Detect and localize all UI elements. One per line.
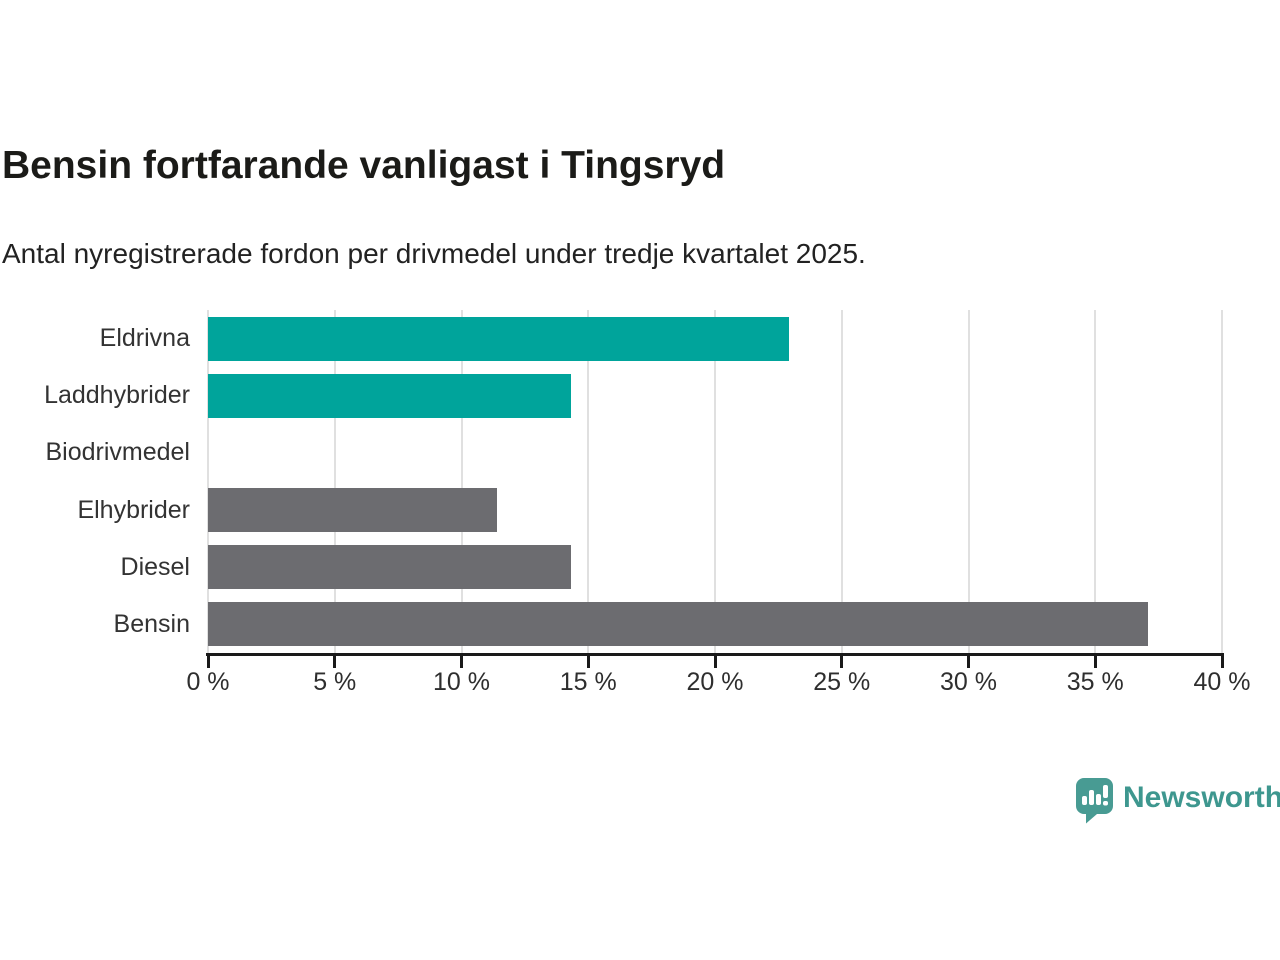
x-tick-label: 0 % bbox=[186, 668, 230, 696]
x-tick bbox=[840, 656, 844, 668]
x-tick bbox=[206, 656, 210, 668]
brand-name: Newsworthy bbox=[1123, 780, 1280, 814]
category-label: Diesel bbox=[120, 552, 190, 581]
x-tick-label: 5 % bbox=[313, 668, 357, 696]
gridline bbox=[714, 310, 716, 653]
x-tick bbox=[713, 656, 717, 668]
gridline bbox=[1094, 310, 1097, 653]
brand-logo: Newsworthy bbox=[1074, 777, 1280, 824]
category-label: Biodrivmedel bbox=[45, 438, 190, 467]
bar-elhybrider bbox=[208, 488, 497, 533]
gridline bbox=[333, 310, 336, 653]
bar-eldrivna bbox=[208, 316, 789, 361]
x-tick-label: 40 % bbox=[1193, 668, 1251, 696]
gridline bbox=[587, 310, 590, 653]
x-tick bbox=[333, 656, 337, 668]
bar-bensin bbox=[208, 602, 1149, 647]
y-axis-labels: Eldrivna Laddhybrider Biodrivmedel Elhybrid… bbox=[0, 310, 190, 653]
category-label: Eldrivna bbox=[99, 324, 190, 353]
plot-area bbox=[207, 310, 1223, 653]
x-tick-label: 20 % bbox=[686, 668, 744, 696]
newsworthy-logo-icon bbox=[1076, 778, 1113, 824]
x-axis-line bbox=[206, 653, 1224, 656]
x-tick bbox=[586, 656, 590, 668]
gridline bbox=[460, 310, 463, 653]
gridline bbox=[840, 310, 843, 653]
chart-title: Bensin fortfarande vanligast i Tingsryd bbox=[2, 144, 726, 187]
chart-subtitle: Antal nyregistrerade fordon per drivmede… bbox=[2, 238, 866, 269]
x-tick-label: 10 % bbox=[433, 668, 490, 696]
x-tick-label: 35 % bbox=[1066, 668, 1124, 696]
x-tick bbox=[1220, 656, 1224, 668]
category-label: Bensin bbox=[113, 609, 190, 638]
x-tick-label: 30 % bbox=[940, 668, 997, 696]
x-tick-label: 25 % bbox=[813, 668, 871, 696]
x-tick bbox=[1093, 656, 1097, 668]
x-tick-label: 15 % bbox=[559, 668, 617, 696]
gridline bbox=[207, 310, 209, 653]
bar-laddhybrider bbox=[208, 373, 571, 418]
gridline bbox=[1221, 310, 1223, 653]
x-tick bbox=[967, 656, 970, 668]
category-label: Elhybrider bbox=[77, 495, 190, 524]
x-tick bbox=[460, 656, 463, 668]
gridline bbox=[967, 310, 970, 653]
category-label: Laddhybrider bbox=[44, 381, 190, 410]
bar-diesel bbox=[208, 545, 571, 590]
